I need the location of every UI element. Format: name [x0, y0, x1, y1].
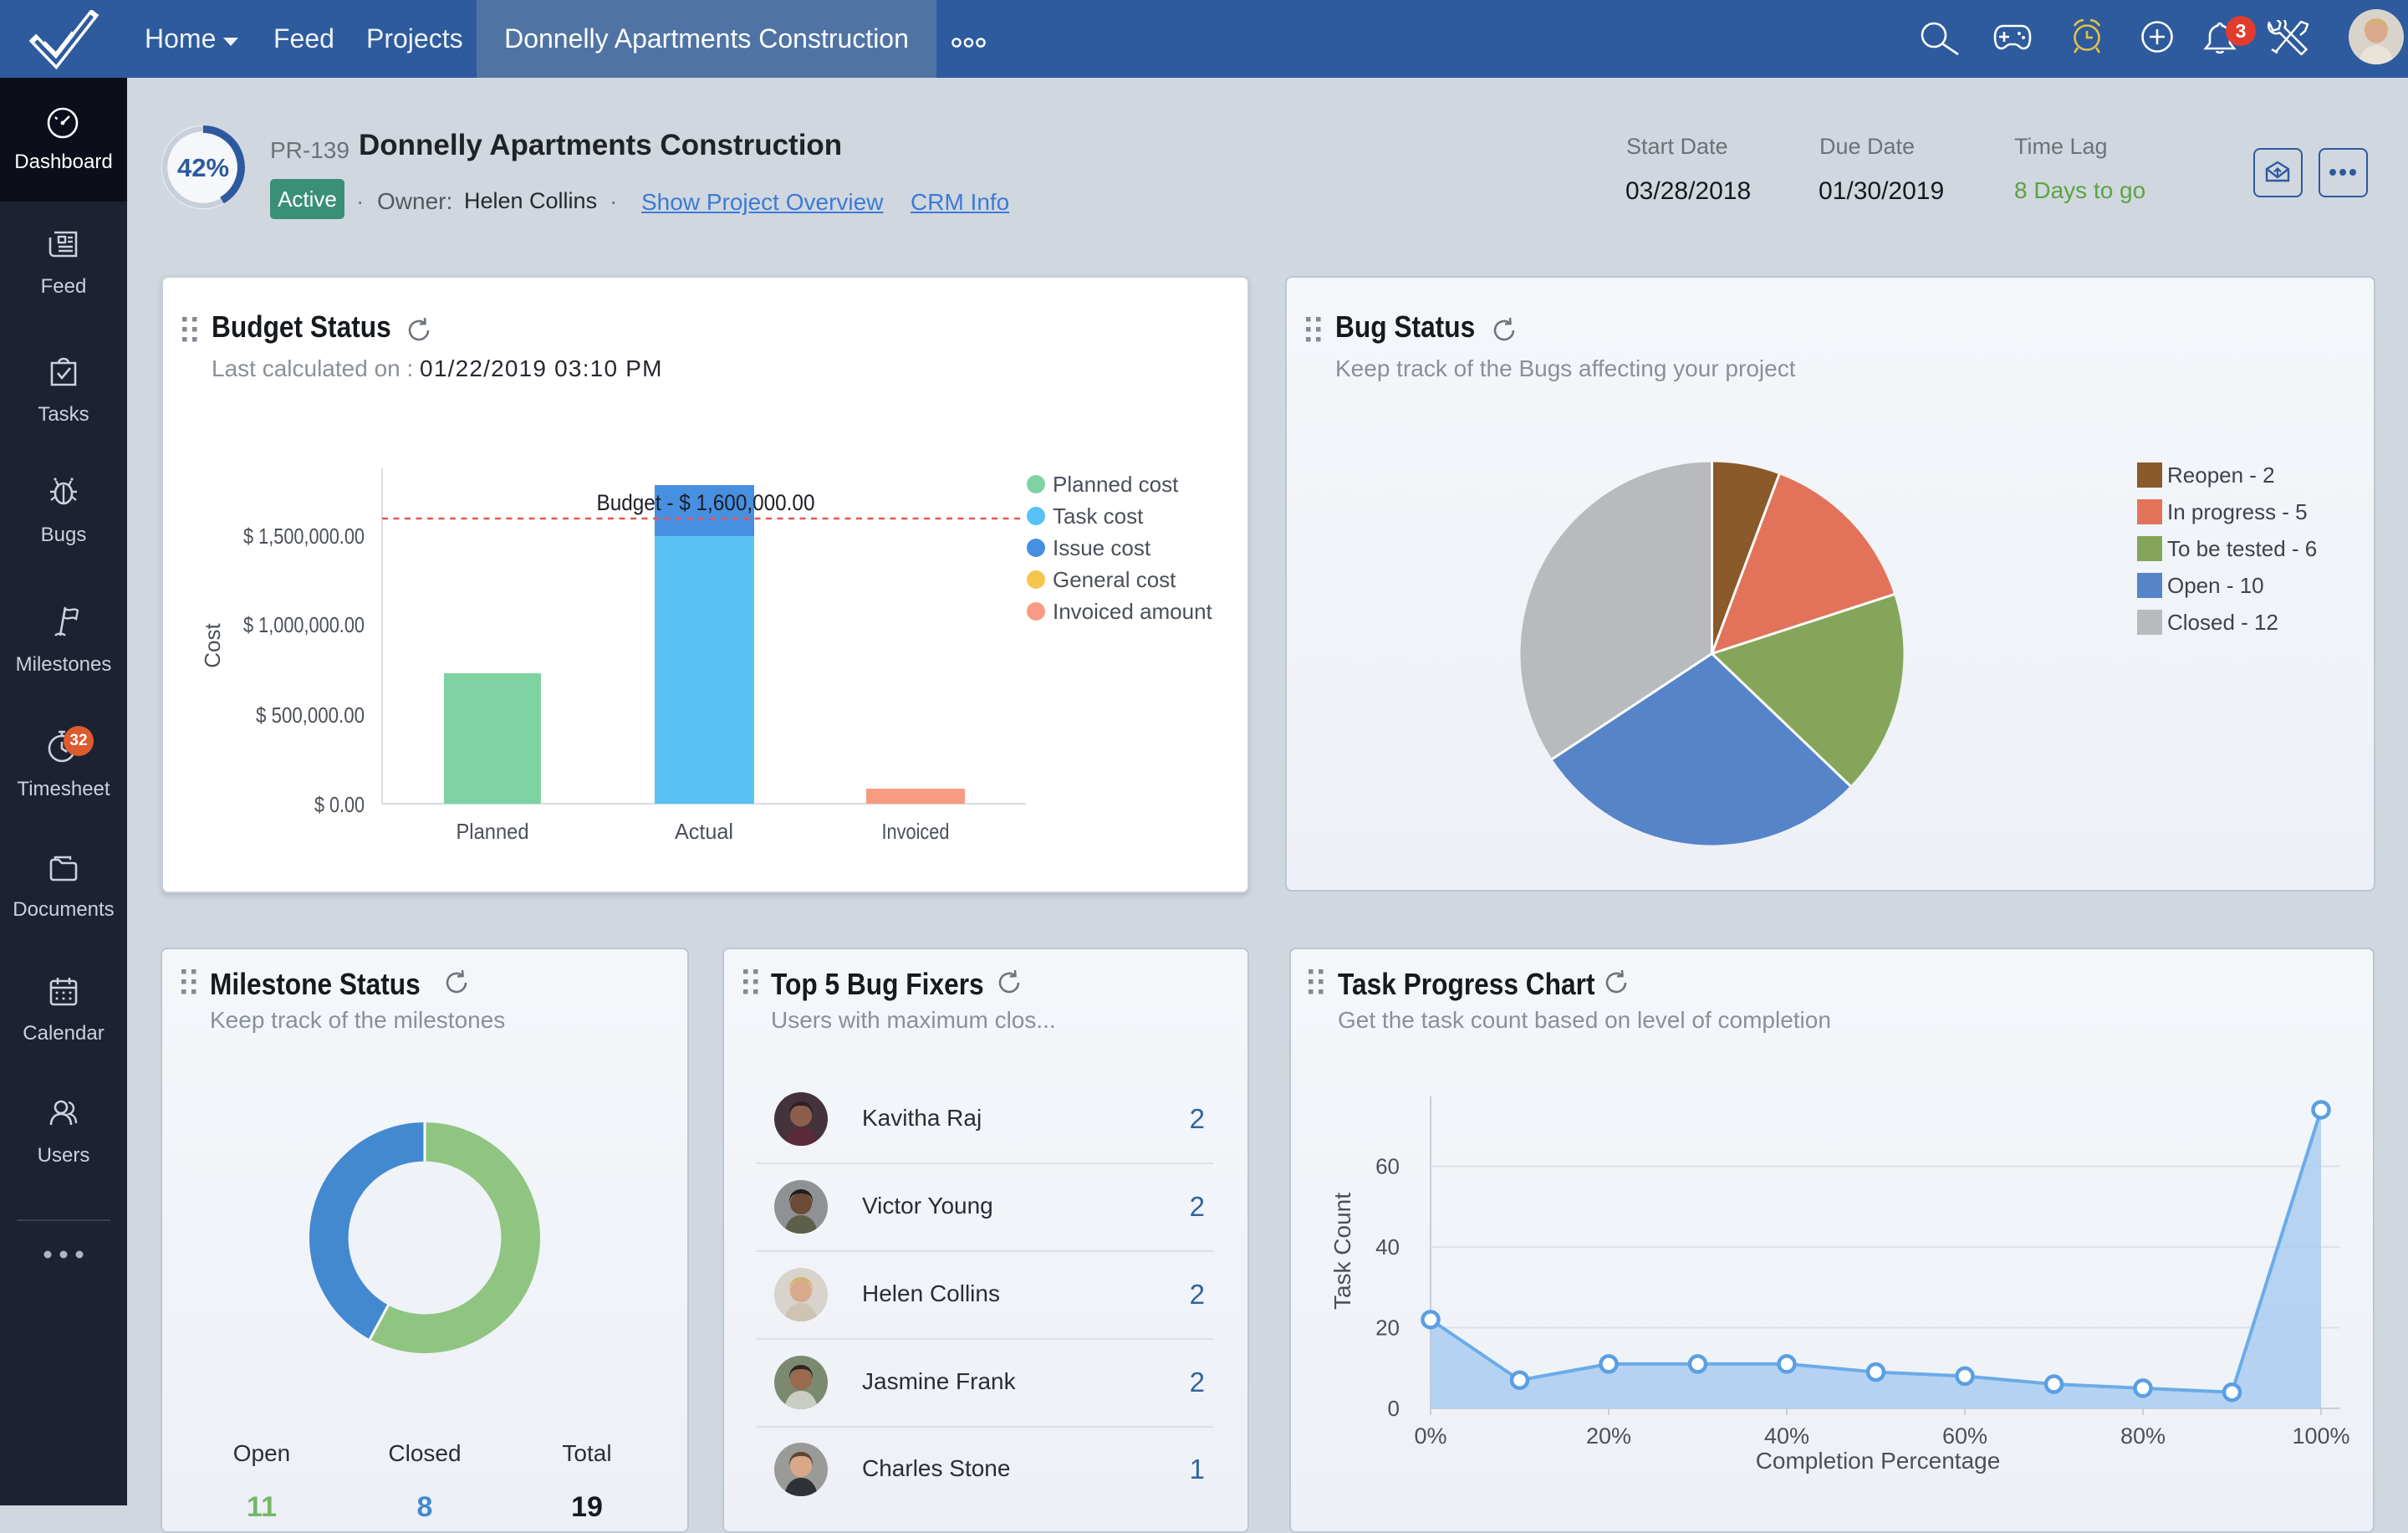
svg-text:60: 60	[1375, 1154, 1400, 1179]
svg-text:Invoiced: Invoiced	[882, 819, 950, 844]
svg-text:40: 40	[1375, 1234, 1400, 1260]
svg-text:40%: 40%	[1764, 1423, 1809, 1449]
svg-text:In progress - 5: In progress - 5	[2167, 499, 2308, 524]
svg-text:Actual: Actual	[675, 819, 733, 844]
svg-text:20%: 20%	[1586, 1423, 1631, 1449]
svg-text:$ 1,000,000.00: $ 1,000,000.00	[243, 612, 365, 637]
svg-text:Task cost: Task cost	[1053, 503, 1144, 529]
svg-text:0: 0	[1388, 1396, 1400, 1421]
svg-text:42%: 42%	[177, 153, 229, 182]
svg-text:80%: 80%	[2120, 1423, 2166, 1449]
svg-text:Reopen - 2: Reopen - 2	[2167, 462, 2275, 488]
svg-text:0%: 0%	[1414, 1423, 1446, 1449]
svg-text:$ 0.00: $ 0.00	[314, 792, 365, 817]
svg-text:Completion Percentage: Completion Percentage	[1756, 1448, 2001, 1474]
svg-text:Budget - $ 1,600,000.00: Budget - $ 1,600,000.00	[597, 490, 815, 515]
svg-text:General cost: General cost	[1053, 567, 1176, 592]
svg-text:Planned cost: Planned cost	[1053, 472, 1179, 497]
svg-text:20: 20	[1375, 1316, 1400, 1341]
svg-text:Issue cost: Issue cost	[1053, 535, 1151, 560]
svg-text:Task Count: Task Count	[1329, 1193, 1355, 1310]
svg-text:Closed - 12: Closed - 12	[2167, 610, 2278, 635]
svg-text:100%: 100%	[2292, 1423, 2349, 1449]
svg-text:Open - 10: Open - 10	[2167, 573, 2264, 598]
svg-text:$ 1,500,000.00: $ 1,500,000.00	[243, 524, 365, 549]
svg-text:To be tested - 6: To be tested - 6	[2167, 536, 2317, 561]
svg-text:Invoiced amount: Invoiced amount	[1053, 599, 1213, 624]
svg-text:Cost: Cost	[200, 622, 225, 667]
svg-text:Planned: Planned	[457, 819, 529, 844]
svg-text:$ 500,000.00: $ 500,000.00	[256, 703, 365, 728]
svg-text:60%: 60%	[1942, 1423, 1987, 1449]
